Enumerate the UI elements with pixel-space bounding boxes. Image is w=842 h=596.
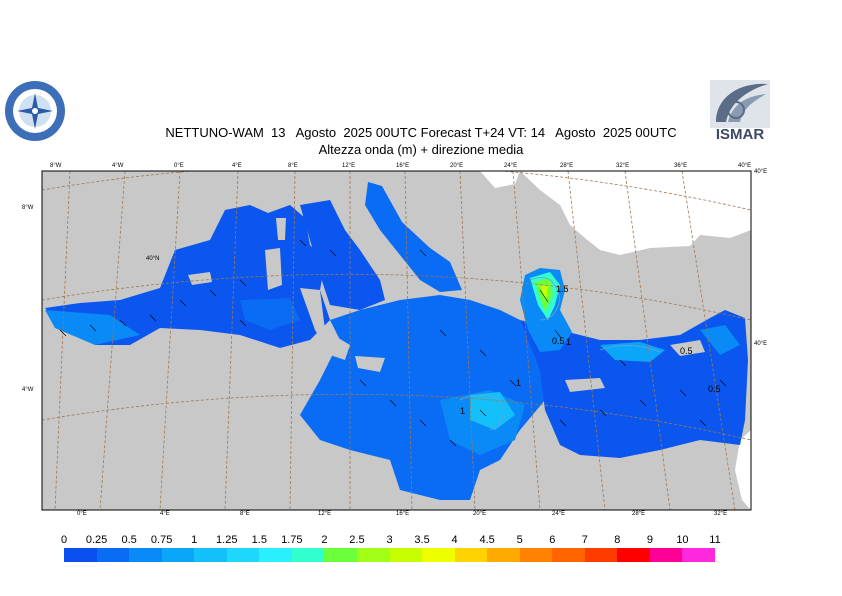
colorbar-segment (129, 548, 163, 562)
crete (565, 378, 605, 392)
colorbar (64, 548, 716, 562)
tick-bottom: 0°E (77, 511, 87, 517)
tick-left: 40°N (146, 256, 160, 262)
colorbar-label: 11 (709, 534, 721, 546)
colorbar-label: 1.5 (251, 534, 267, 546)
colorbar-label: 4 (451, 534, 458, 546)
tick-bottom: 32°E (714, 511, 728, 517)
colorbar-label: 3.5 (414, 534, 430, 546)
tick-top-right: 40°E (754, 169, 768, 175)
snow-area (520, 171, 751, 255)
cyprus (670, 340, 705, 356)
colorbar-segment (552, 548, 586, 562)
tick-top: 16°E (396, 163, 410, 169)
contour-label: 1.5 (556, 284, 569, 294)
tick-right: 40°E (754, 341, 768, 347)
colorbar-label: 1.75 (281, 534, 303, 546)
tick-top: 8°W (50, 163, 62, 169)
colorbar-segment (324, 548, 358, 562)
colorbar-label: 2 (321, 534, 328, 546)
colorbar-segment (194, 548, 228, 562)
contour-label: 0.5 (708, 384, 721, 394)
tick-bottom: 4°E (160, 511, 170, 517)
colorbar-label: 1 (191, 534, 198, 546)
ismar-logo-text: ISMAR (716, 126, 765, 142)
sardinia (265, 248, 282, 290)
tick-bottom: 16°E (396, 511, 410, 517)
tick-top: 40°E (738, 163, 752, 169)
colorbar-label: 10 (676, 534, 689, 546)
contour-label: 0.5 (552, 336, 565, 346)
contour-label: 1 (460, 406, 465, 416)
colorbar-segment (649, 548, 683, 562)
tick-top: 12°E (342, 163, 356, 169)
colorbar-label: 0.5 (121, 534, 137, 546)
corsica (276, 218, 286, 240)
chart-subtitle: Altezza onda (m) + direzione media (318, 142, 524, 157)
colorbar-label: 0.25 (85, 534, 108, 546)
colorbar-label: 5 (516, 534, 523, 546)
colorbar-segment (161, 548, 195, 562)
colorbar-label: 2.5 (349, 534, 365, 546)
colorbar-label: 1.25 (216, 534, 238, 546)
contour-lines (459, 277, 661, 431)
colorbar-label: 3 (386, 534, 393, 546)
tick-bottom: 12°E (318, 511, 332, 517)
tick-bottom: 8°E (240, 511, 250, 517)
tick-left: 4°W (22, 387, 34, 393)
colorbar-segment (454, 548, 488, 562)
colorbar-segment (422, 548, 456, 562)
colorbar-segment (291, 548, 325, 562)
wave-direction-arrows (59, 239, 727, 447)
sicily (355, 356, 385, 372)
colorbar-segment (519, 548, 553, 562)
colorbar-segment (617, 548, 651, 562)
colorbar-segment (259, 548, 293, 562)
contour-label: 1 (566, 337, 571, 347)
tick-top: 4°W (112, 163, 124, 169)
chart-title: NETTUNO-WAM 13 Agosto 2025 00UTC Forecas… (165, 125, 677, 140)
colorbar-label: 9 (646, 534, 653, 546)
graticule (42, 171, 751, 510)
colorbar-segment (389, 548, 423, 562)
meteo-seal-logo (5, 81, 65, 141)
tick-left: 8°W (22, 205, 34, 211)
colorbar-segment (226, 548, 260, 562)
colorbar-label: 7 (581, 534, 588, 546)
colorbar-segment (96, 548, 130, 562)
map-border (41, 170, 752, 511)
colorbar-label: 8 (614, 534, 621, 546)
adriatic (365, 182, 462, 292)
tick-top: 4°E (232, 163, 242, 169)
tick-bottom: 24°E (552, 511, 566, 517)
tick-top: 8°E (288, 163, 298, 169)
italy-south (300, 288, 350, 360)
colorbar-label: 0 (60, 534, 68, 546)
tick-top: 0°E (174, 163, 184, 169)
tick-top: 36°E (674, 163, 688, 169)
tick-top: 20°E (450, 163, 464, 169)
ismar-logo: ISMAR (708, 78, 772, 142)
colorbar-label: 4.5 (479, 534, 495, 546)
colorbar-segment (682, 548, 716, 562)
contour-label: 1 (516, 378, 521, 388)
tick-bottom: 28°E (632, 511, 646, 517)
balearic (188, 272, 212, 285)
colorbar-segment (64, 548, 98, 562)
colorbar-segment (356, 548, 390, 562)
tick-top: 24°E (504, 163, 518, 169)
tick-bottom: 20°E (473, 511, 487, 517)
colorbar-label: 0.75 (150, 534, 173, 546)
colorbar-label: 6 (549, 534, 556, 546)
colorbar-segment (487, 548, 521, 562)
tick-top: 28°E (560, 163, 574, 169)
colorbar-segment (584, 548, 618, 562)
tick-top: 32°E (616, 163, 630, 169)
contour-label: 0.5 (680, 346, 693, 356)
